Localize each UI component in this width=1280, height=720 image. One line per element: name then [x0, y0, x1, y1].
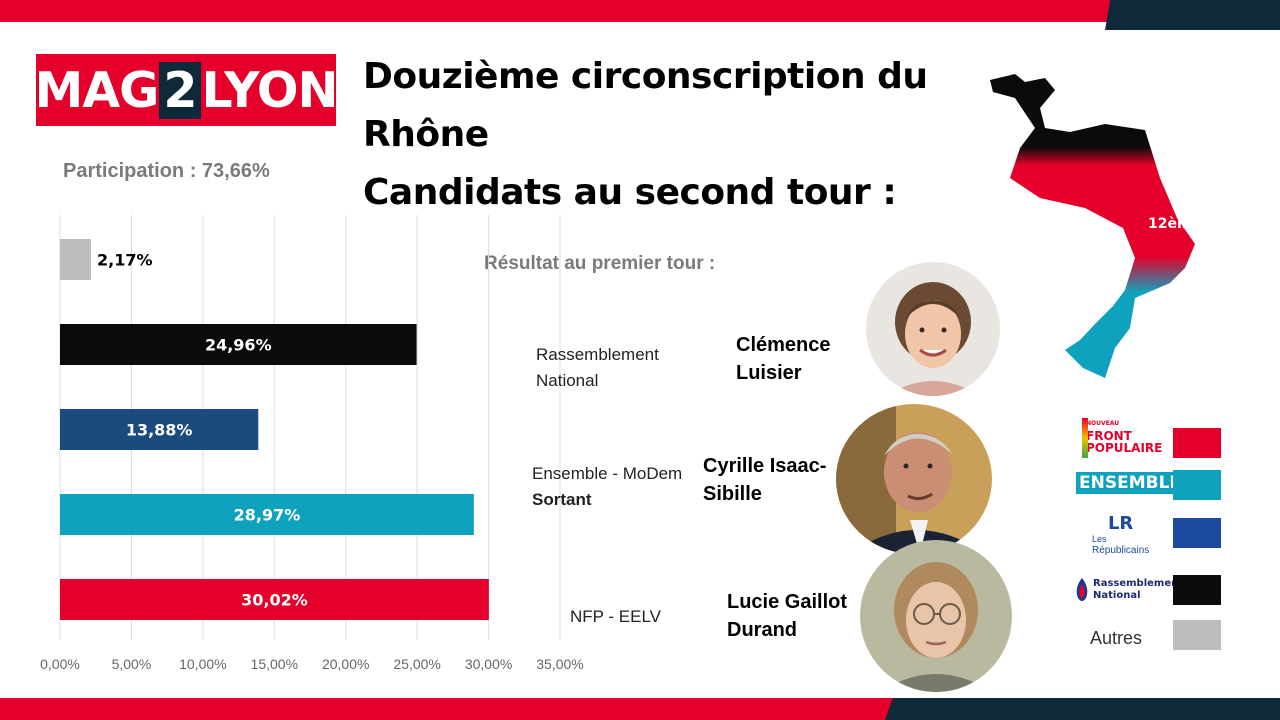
lr-logo-mark: LR: [1107, 513, 1134, 534]
legend-swatch-lr: [1173, 518, 1221, 548]
page-title-line1: Douzième circonscription du: [363, 56, 928, 97]
logo-part-mag: MAG: [34, 61, 160, 119]
mag2lyon-logo: MAG 2 LYON: [34, 54, 339, 126]
candidate-name-line1: Lucie Gaillot: [727, 591, 848, 613]
legend-label-autres: Autres: [1090, 628, 1143, 648]
bar-ensemble: [60, 494, 474, 535]
x-tick-label: 10,00%: [179, 656, 226, 672]
party-label-line1: Ensemble - MoDem: [532, 464, 683, 483]
logo-text: MAG 2 LYON: [34, 54, 339, 126]
x-tick-label: 5,00%: [112, 656, 152, 672]
nfp-logo: NOUVEAU FRONT POPULAIRE: [1086, 418, 1162, 454]
rn-logo: Rassemblement National: [1093, 578, 1183, 602]
lr-logo: LR Les Républicains: [1092, 513, 1150, 557]
legend-swatch-ensemble: [1173, 470, 1221, 500]
bar-rn: [60, 324, 417, 365]
page-title-line2: Rhône: [363, 114, 489, 155]
participation-text: Participation : 73,66%: [63, 160, 270, 182]
candidate-name-luisier: Clémence Luisier: [736, 331, 831, 387]
district-map-label: 12ème: [1148, 216, 1200, 232]
candidate-name-line1: Cyrille Isaac-: [703, 455, 827, 477]
candidate-photo-isaac-sibille: [836, 404, 992, 554]
bar-lr: [60, 409, 259, 450]
candidate-name-gaillot-durand: Lucie Gaillot Durand: [727, 588, 847, 644]
nfp-logo-line3: POPULAIRE: [1086, 441, 1163, 455]
bottom-red-band: [0, 698, 900, 720]
data-label-lr: 13,88%: [126, 421, 193, 440]
party-label-line1: NFP - EELV: [570, 607, 662, 626]
rn-logo-line2: National: [1093, 590, 1141, 601]
logo-part-2: 2: [159, 61, 201, 119]
logo-part-lyon: LYON: [201, 61, 339, 119]
party-label-line2: National: [536, 371, 599, 390]
rn-flame-icon: [1076, 578, 1088, 601]
bottom-dark-band: [885, 698, 1280, 720]
lr-logo-line1: Les: [1092, 534, 1107, 544]
page-title-line3: Candidats au second tour :: [363, 172, 897, 213]
party-label-rn: Rassemblement National: [536, 342, 659, 394]
x-tick-label: 25,00%: [393, 656, 440, 672]
candidate-name-isaac-sibille: Cyrille Isaac- Sibille: [703, 452, 826, 508]
nfp-logo-line2: FRONT: [1086, 429, 1132, 443]
result-label: Résultat au premier tour :: [484, 253, 716, 274]
nfp-logo-stripe: [1082, 418, 1088, 458]
x-tick-label: 15,00%: [251, 656, 298, 672]
x-tick-label: 0,00%: [40, 656, 80, 672]
bar-nfp: [60, 579, 489, 620]
incumbent-label: Sortant: [532, 490, 592, 509]
rn-logo-line1: Rassemblement: [1093, 578, 1184, 589]
lr-logo-line2: Républicains: [1092, 545, 1150, 556]
candidate-name-line2: Sibille: [703, 483, 762, 505]
top-dark-band: [1105, 0, 1280, 30]
data-label-autres: 2,17%: [97, 251, 153, 270]
data-label-rn: 24,96%: [205, 336, 272, 355]
party-label-ensemble: Ensemble - MoDem Sortant: [532, 461, 682, 513]
x-tick-label: 35,00%: [536, 656, 583, 672]
legend-swatch-nfp: [1173, 428, 1221, 458]
party-label-nfp: NFP - EELV: [570, 604, 661, 630]
candidate-photo-luisier: [866, 262, 1000, 396]
legend-swatch-autres: [1173, 620, 1221, 650]
nfp-logo-line1: NOUVEAU: [1086, 420, 1120, 427]
x-tick-label: 20,00%: [322, 656, 369, 672]
data-label-ensemble: 28,97%: [234, 506, 301, 525]
x-tick-label: 30,00%: [465, 656, 512, 672]
first-round-bar-chart: 2,17% 24,96% 13,88% 28,97% 30,02% 0,00% 5,00%…: [40, 215, 584, 672]
candidate-photo-gaillot-durand: [860, 540, 1012, 692]
ensemble-logo: ENSEMBLE: [1076, 472, 1185, 494]
bar-autres: [60, 239, 91, 280]
candidate-name-line1: Clémence: [736, 334, 831, 356]
candidate-name-line2: Luisier: [736, 362, 802, 384]
candidate-name-line2: Durand: [727, 619, 797, 641]
data-label-nfp: 30,02%: [241, 591, 308, 610]
top-red-band: [0, 0, 1120, 22]
district-map: 12ème: [990, 74, 1200, 378]
legend-swatch-rn: [1173, 575, 1221, 605]
party-label-line1: Rassemblement: [536, 345, 659, 364]
